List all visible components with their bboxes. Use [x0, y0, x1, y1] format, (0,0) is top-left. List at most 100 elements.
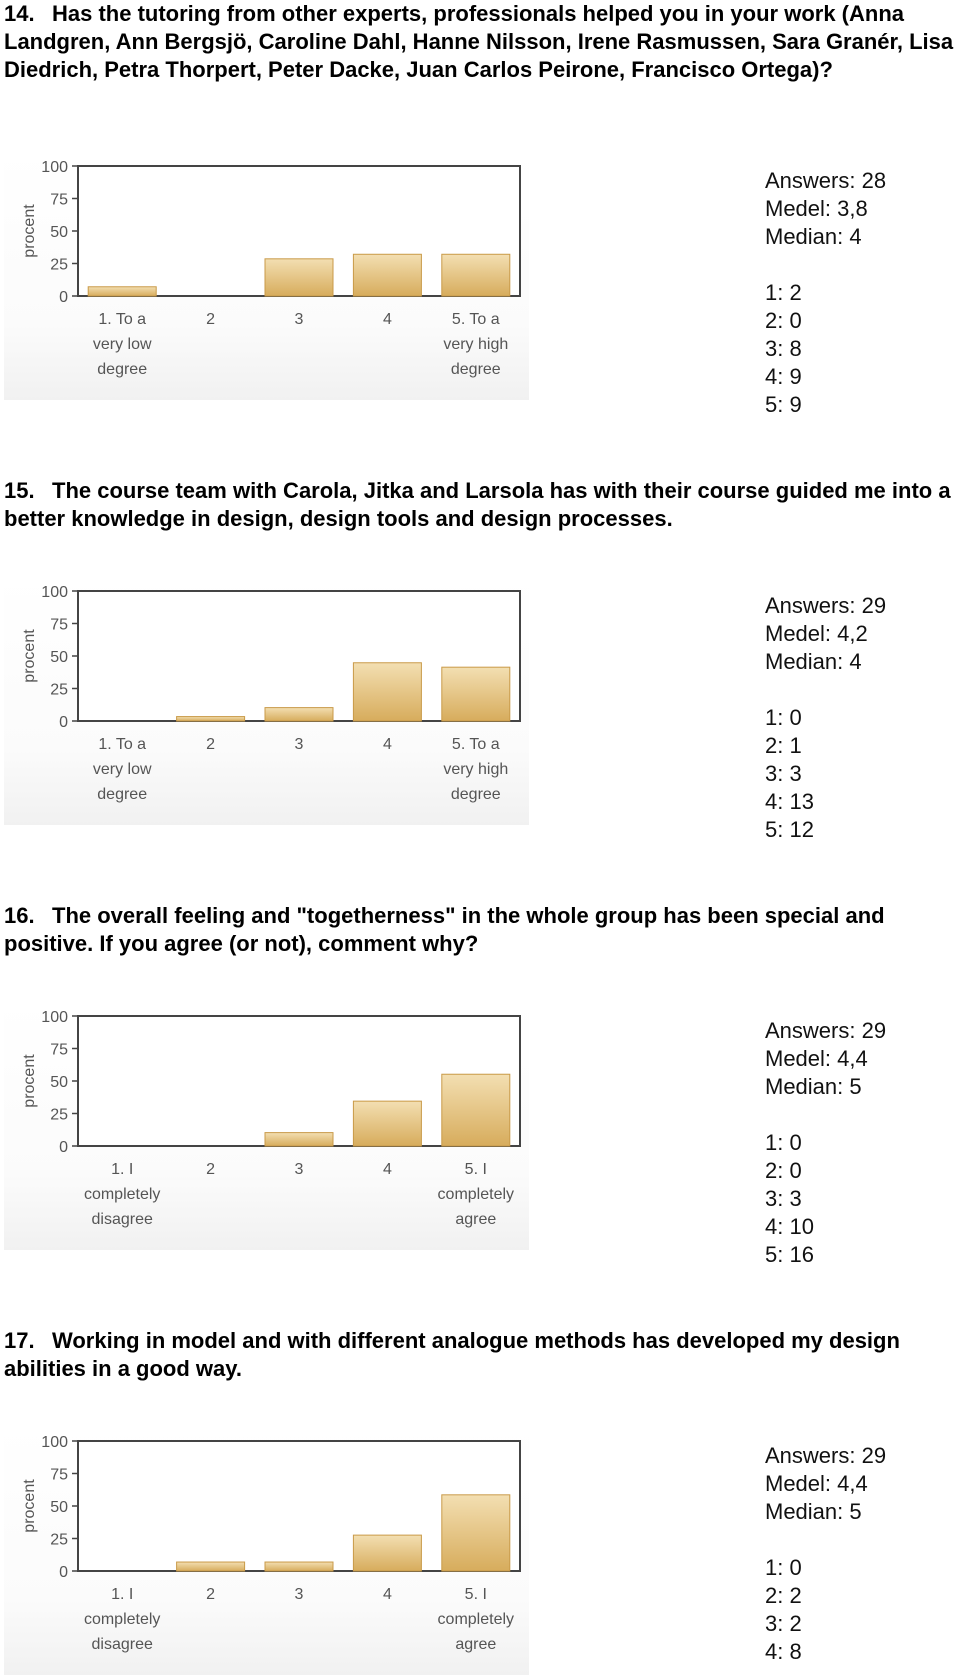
y-axis-title: procent	[21, 1479, 38, 1533]
summary-stat: Medel: 4,4	[765, 1046, 868, 1071]
answer-count: 4: 13	[765, 789, 814, 814]
bar	[352, 253, 422, 297]
question-number: 14.	[4, 1, 35, 26]
x-tick-label: completely	[84, 1611, 160, 1628]
summary-stat: Answers: 29	[765, 593, 887, 618]
answer-count: 1: 0	[765, 1130, 802, 1155]
answer-count: 5: 12	[765, 817, 814, 842]
x-tick-label: 5. I	[465, 1161, 487, 1178]
answer-count: 3: 3	[765, 761, 802, 786]
answer-count: 4: 10	[765, 1214, 814, 1239]
x-tick-label: degree	[451, 786, 501, 803]
x-tick-label: 2	[206, 311, 215, 328]
x-tick-label: 4	[383, 736, 392, 753]
x-tick-label: 1. I	[111, 1161, 133, 1178]
y-tick-label: 100	[41, 584, 68, 601]
answer-count: 1: 2	[765, 280, 802, 305]
bar	[87, 286, 157, 297]
y-axis-title: procent	[21, 204, 38, 258]
question-text: Working in model and with different anal…	[4, 1328, 900, 1381]
summary-stat: Medel: 4,2	[765, 621, 868, 646]
bar-chart-q15: 100 75 50 25 0 procent 1. To a very low degree 2 3…	[4, 575, 529, 825]
bar	[352, 662, 422, 722]
stats-spacer	[765, 251, 955, 279]
y-tick-label: 50	[50, 1499, 68, 1516]
y-tick-label: 25	[50, 1532, 68, 1549]
question-15: 15. The course team with Carola, Jitka an…	[4, 477, 954, 533]
stats-spacer	[765, 676, 955, 704]
x-tick-label: very high	[443, 761, 508, 778]
y-tick-label: 25	[50, 682, 68, 699]
x-tick-label: degree	[451, 361, 501, 378]
y-tick-label: 75	[50, 1042, 68, 1059]
question-17: 17. Working in model and with different a…	[4, 1327, 954, 1383]
y-tick-label: 75	[50, 617, 68, 634]
y-tick-label: 75	[50, 192, 68, 209]
x-tick-label: 2	[206, 1161, 215, 1178]
x-tick-label: 4	[383, 311, 392, 328]
answer-stats-q15: Answers: 29 Medel: 4,2 Median: 4 1: 0 2: 1 3:…	[765, 592, 955, 844]
x-tick-label: 1. To a	[98, 311, 146, 328]
question-number: 16.	[4, 903, 35, 928]
y-tick-label: 25	[50, 1107, 68, 1124]
bar	[441, 1494, 511, 1572]
x-tick-label: completely	[438, 1186, 514, 1203]
question-14: 14. Has the tutoring from other experts, …	[4, 0, 954, 84]
summary-stat: Answers: 29	[765, 1018, 887, 1043]
summary-stat: Medel: 4,4	[765, 1471, 868, 1496]
x-tick-label: very low	[93, 761, 152, 778]
question-number: 15.	[4, 478, 35, 503]
bar-chart-q17: 100 75 50 25 0 procent 1. I completely disagree 2…	[4, 1425, 529, 1675]
answer-stats-q17: Answers: 29 Medel: 4,4 Median: 5 1: 0 2: 2 3:…	[765, 1442, 955, 1666]
x-tick-label: very high	[443, 336, 508, 353]
x-tick-label: 5. To a	[452, 736, 500, 753]
y-tick-label: 0	[59, 714, 68, 731]
x-tick-label: 2	[206, 736, 215, 753]
y-tick-label: 100	[41, 1434, 68, 1451]
x-tick-label: agree	[455, 1211, 496, 1228]
x-tick-label: 5. To a	[452, 311, 500, 328]
x-tick-label: very low	[93, 336, 152, 353]
answer-count: 2: 1	[765, 733, 802, 758]
answer-count: 3: 8	[765, 336, 802, 361]
x-tick-label: 3	[295, 1161, 304, 1178]
x-tick-label: 3	[295, 736, 304, 753]
y-tick-label: 50	[50, 224, 68, 241]
answer-count: 2: 0	[765, 1158, 802, 1183]
summary-stat: Medel: 3,8	[765, 196, 868, 221]
x-tick-label: 3	[295, 311, 304, 328]
summary-stat: Median: 4	[765, 649, 862, 674]
bar	[441, 666, 511, 722]
x-tick-label: disagree	[92, 1636, 153, 1653]
x-tick-label: degree	[97, 361, 147, 378]
x-tick-label: 1. To a	[98, 736, 146, 753]
y-tick-label: 25	[50, 257, 68, 274]
answer-count: 5: 9	[765, 392, 802, 417]
answer-stats-q16: Answers: 29 Medel: 4,4 Median: 5 1: 0 2: 0 3:…	[765, 1017, 955, 1269]
summary-stat: Answers: 29	[765, 1443, 887, 1468]
bar-chart-q14: 100 75 50 25 0 procent 1. To a very low degree 2 3…	[4, 150, 529, 400]
question-text: The overall feeling and "togetherness" i…	[4, 903, 885, 956]
question-number: 17.	[4, 1328, 35, 1353]
y-axis-title: procent	[21, 1054, 38, 1108]
bar	[264, 258, 334, 297]
x-tick-label: disagree	[92, 1211, 153, 1228]
answer-count: 2: 2	[765, 1583, 802, 1608]
x-tick-label: agree	[455, 1636, 496, 1653]
x-tick-label: degree	[97, 786, 147, 803]
question-16: 16. The overall feeling and "togetherness…	[4, 902, 954, 958]
x-tick-label: 4	[383, 1586, 392, 1603]
y-tick-label: 0	[59, 289, 68, 306]
answer-count: 4: 9	[765, 364, 802, 389]
bar	[264, 1561, 334, 1572]
bar	[441, 1073, 511, 1147]
y-tick-label: 75	[50, 1467, 68, 1484]
summary-stat: Median: 5	[765, 1499, 862, 1524]
answer-count: 3: 2	[765, 1611, 802, 1636]
answer-count: 2: 0	[765, 308, 802, 333]
answer-count: 4: 8	[765, 1639, 802, 1664]
answer-stats-q14: Answers: 28 Medel: 3,8 Median: 4 1: 2 2: 0 3:…	[765, 167, 955, 419]
x-tick-label: completely	[84, 1186, 160, 1203]
question-text: Has the tutoring from other experts, pro…	[4, 1, 954, 82]
y-axis-title: procent	[21, 629, 38, 683]
